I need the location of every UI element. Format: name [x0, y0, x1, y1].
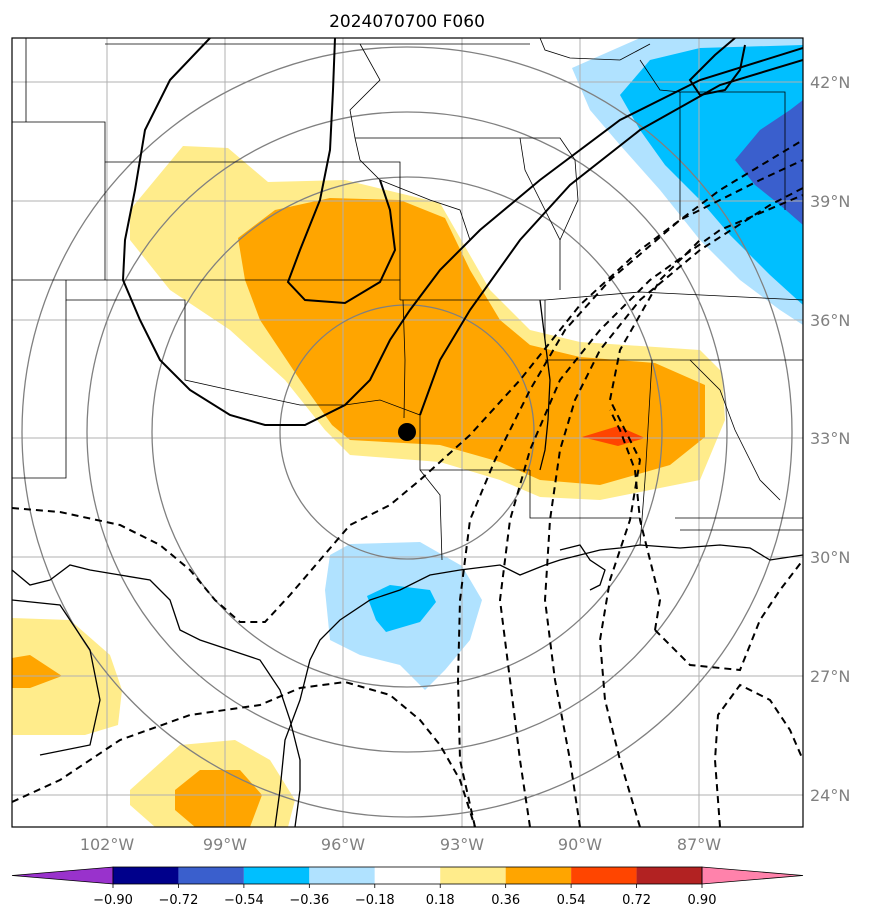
lat-tick-label: 24°N — [810, 786, 850, 805]
colorbar-label: 0.54 — [557, 893, 586, 908]
colorbar-label: 0.18 — [426, 893, 455, 908]
field-negative-mid-gulf — [367, 585, 436, 632]
field-positive-mid-southwest — [12, 655, 62, 688]
lon-tick-label: 93°W — [440, 835, 484, 854]
latitude-ticks: 42°N 39°N 36°N 33°N 30°N 27°N 24°N — [810, 73, 850, 805]
lat-tick-label: 39°N — [810, 192, 850, 211]
lat-tick-label: 36°N — [810, 311, 850, 330]
field-positive-mid-main — [238, 198, 705, 485]
map-frame — [11, 37, 804, 828]
lon-tick-label: 90°W — [558, 835, 602, 854]
colorbar-segment — [636, 867, 702, 884]
lon-tick-label: 99°W — [203, 835, 247, 854]
lon-tick-label: 87°W — [677, 835, 721, 854]
field-negative-mid-northeast — [620, 45, 803, 305]
coastline — [12, 299, 803, 827]
map-title: 2024070700 F060 — [329, 12, 485, 32]
colorbar-segment — [440, 867, 506, 884]
colorbar-label: 0.72 — [622, 893, 651, 908]
longitude-ticks: 102°W 99°W 96°W 93°W 90°W 87°W — [80, 835, 721, 854]
colorbar-label: −0.36 — [289, 893, 329, 908]
map-panel — [11, 37, 804, 828]
colorbar-segment — [309, 867, 375, 884]
lat-tick-label: 27°N — [810, 667, 850, 686]
colorbar-label: −0.18 — [355, 893, 395, 908]
colorbar-segment — [178, 867, 244, 884]
colorbar: −0.90 −0.72 −0.54 −0.36 −0.18 0.18 0.36 0.54 0.7… — [11, 866, 804, 908]
lon-tick-label: 102°W — [80, 835, 135, 854]
colorbar-extend-low — [11, 866, 114, 885]
colorbar-label: −0.90 — [93, 893, 133, 908]
field-positive-high — [582, 426, 645, 446]
state-borders — [12, 38, 803, 561]
dashed-contours — [12, 139, 803, 827]
range-rings — [21, 46, 793, 818]
black-dot-icon — [398, 423, 416, 441]
field-negative-high-northeast — [735, 100, 803, 225]
colorbar-label: −0.54 — [224, 893, 264, 908]
colorbar-outline — [112, 866, 703, 885]
lat-tick-label: 30°N — [810, 548, 850, 567]
colorbar-label: 0.36 — [491, 893, 520, 908]
solid-contours — [121, 38, 803, 426]
lon-tick-label: 96°W — [321, 835, 365, 854]
colorbar-segment — [571, 867, 637, 884]
colorbar-label: 0.90 — [688, 893, 717, 908]
colorbar-segment — [374, 867, 441, 884]
colorbar-segment — [243, 867, 310, 884]
field-positive-mid-south — [175, 770, 262, 827]
colorbar-segment — [505, 867, 572, 884]
colorbar-label: −0.72 — [159, 893, 199, 908]
colorbar-extend-high — [701, 866, 804, 885]
lat-tick-label: 33°N — [810, 429, 850, 448]
colorbar-segment — [113, 867, 179, 884]
field-fill — [12, 38, 803, 827]
gridlines — [12, 38, 803, 827]
lat-tick-label: 42°N — [810, 73, 850, 92]
